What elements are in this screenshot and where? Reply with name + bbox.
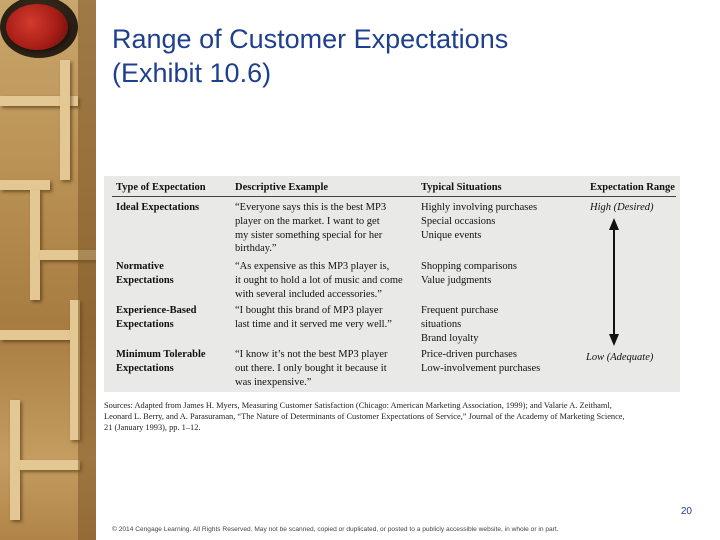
row-type-experience: Experience-Based Expectations [116,305,197,330]
row-type-normative: Normative Expectations [116,261,174,286]
range-double-arrow-icon [609,218,619,346]
title-line-1: Range of Customer Expectations [112,24,509,54]
row-type-minimum: Minimum Tolerable Expectations [116,349,206,374]
row-example-minimum: “I know it’s not the best MP3 player out… [235,349,388,388]
row-situations-normative: Shopping comparisons Value judgments [421,261,517,286]
title-line-2: (Exhibit 10.6) [112,58,272,88]
range-high-label: High (Desired) [590,202,654,213]
row-situations-ideal: Highly involving purchases Special occas… [421,202,538,241]
row-situations-minimum: Price-driven purchases Low-involvement p… [421,349,541,374]
row-situations-experience: Frequent purchase situations Brand loyal… [421,305,499,344]
header-situations: Typical Situations [421,182,502,193]
red-ball-image [6,4,68,50]
row-example-normative: “As expensive as this MP3 player is, it … [235,261,403,300]
expectations-table: Type of Expectation Descriptive Example … [104,176,680,392]
row-type-ideal: Ideal Expectations [116,202,200,213]
maze-wall [0,96,78,106]
header-example: Descriptive Example [235,182,329,193]
maze-wall [60,60,70,180]
maze-wall [30,190,40,300]
maze-wall [40,250,96,260]
maze-wall [0,330,70,340]
page-number: 20 [680,506,692,517]
maze-decoration [0,0,96,540]
maze-shadow [78,0,96,540]
exhibit-sources: Sources: Adapted from James H. Myers, Me… [104,401,625,433]
header-range: Expectation Range [590,182,675,193]
maze-wall [70,300,80,440]
copyright-footer: © 2014 Cengage Learning. All Rights Rese… [112,526,559,533]
header-rule [112,196,676,197]
range-low-label: Low (Adequate) [586,352,654,363]
maze-wall [0,180,50,190]
exhibit-figure: Type of Expectation Descriptive Example … [104,176,680,434]
header-type: Type of Expectation [116,182,206,193]
row-example-ideal: “Everyone says this is the best MP3 play… [235,202,387,255]
slide-title: Range of Customer Expectations (Exhibit … [112,22,672,90]
row-example-experience: “I bought this brand of MP3 player last … [235,305,392,330]
maze-wall [20,460,80,470]
maze-wall [10,400,20,520]
